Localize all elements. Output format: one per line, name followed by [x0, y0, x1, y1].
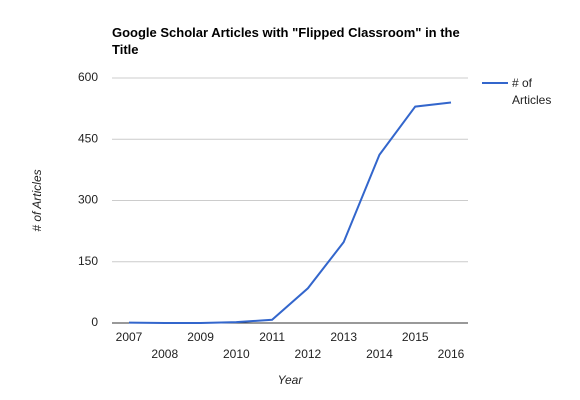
x-tick-label: 2013 [330, 330, 357, 344]
y-tick-label: 0 [91, 315, 98, 329]
y-axis-title: # of Articles [30, 169, 44, 231]
line-series [128, 101, 452, 324]
x-tick-label: 2015 [402, 330, 429, 344]
y-tick-label: 300 [78, 193, 98, 207]
legend-label: # of Articles [512, 76, 552, 107]
x-tick-label: 2014 [366, 347, 393, 361]
x-tick-label: 2007 [116, 330, 143, 344]
x-tick-label: 2012 [295, 347, 322, 361]
x-tick-label: 2011 [259, 330, 285, 344]
y-tick-label: 450 [78, 131, 98, 145]
x-tick-label: 2009 [187, 330, 214, 344]
chart-title: Google Scholar Articles with "Flipped Cl… [112, 25, 460, 57]
x-tick-label: 2010 [223, 347, 250, 361]
y-tick-label: 150 [78, 254, 98, 268]
x-tick-label: 2008 [151, 347, 178, 361]
y-tick-label: 600 [78, 70, 98, 84]
x-tick-label: 2016 [438, 347, 465, 361]
x-axis-title: Year [278, 373, 304, 387]
